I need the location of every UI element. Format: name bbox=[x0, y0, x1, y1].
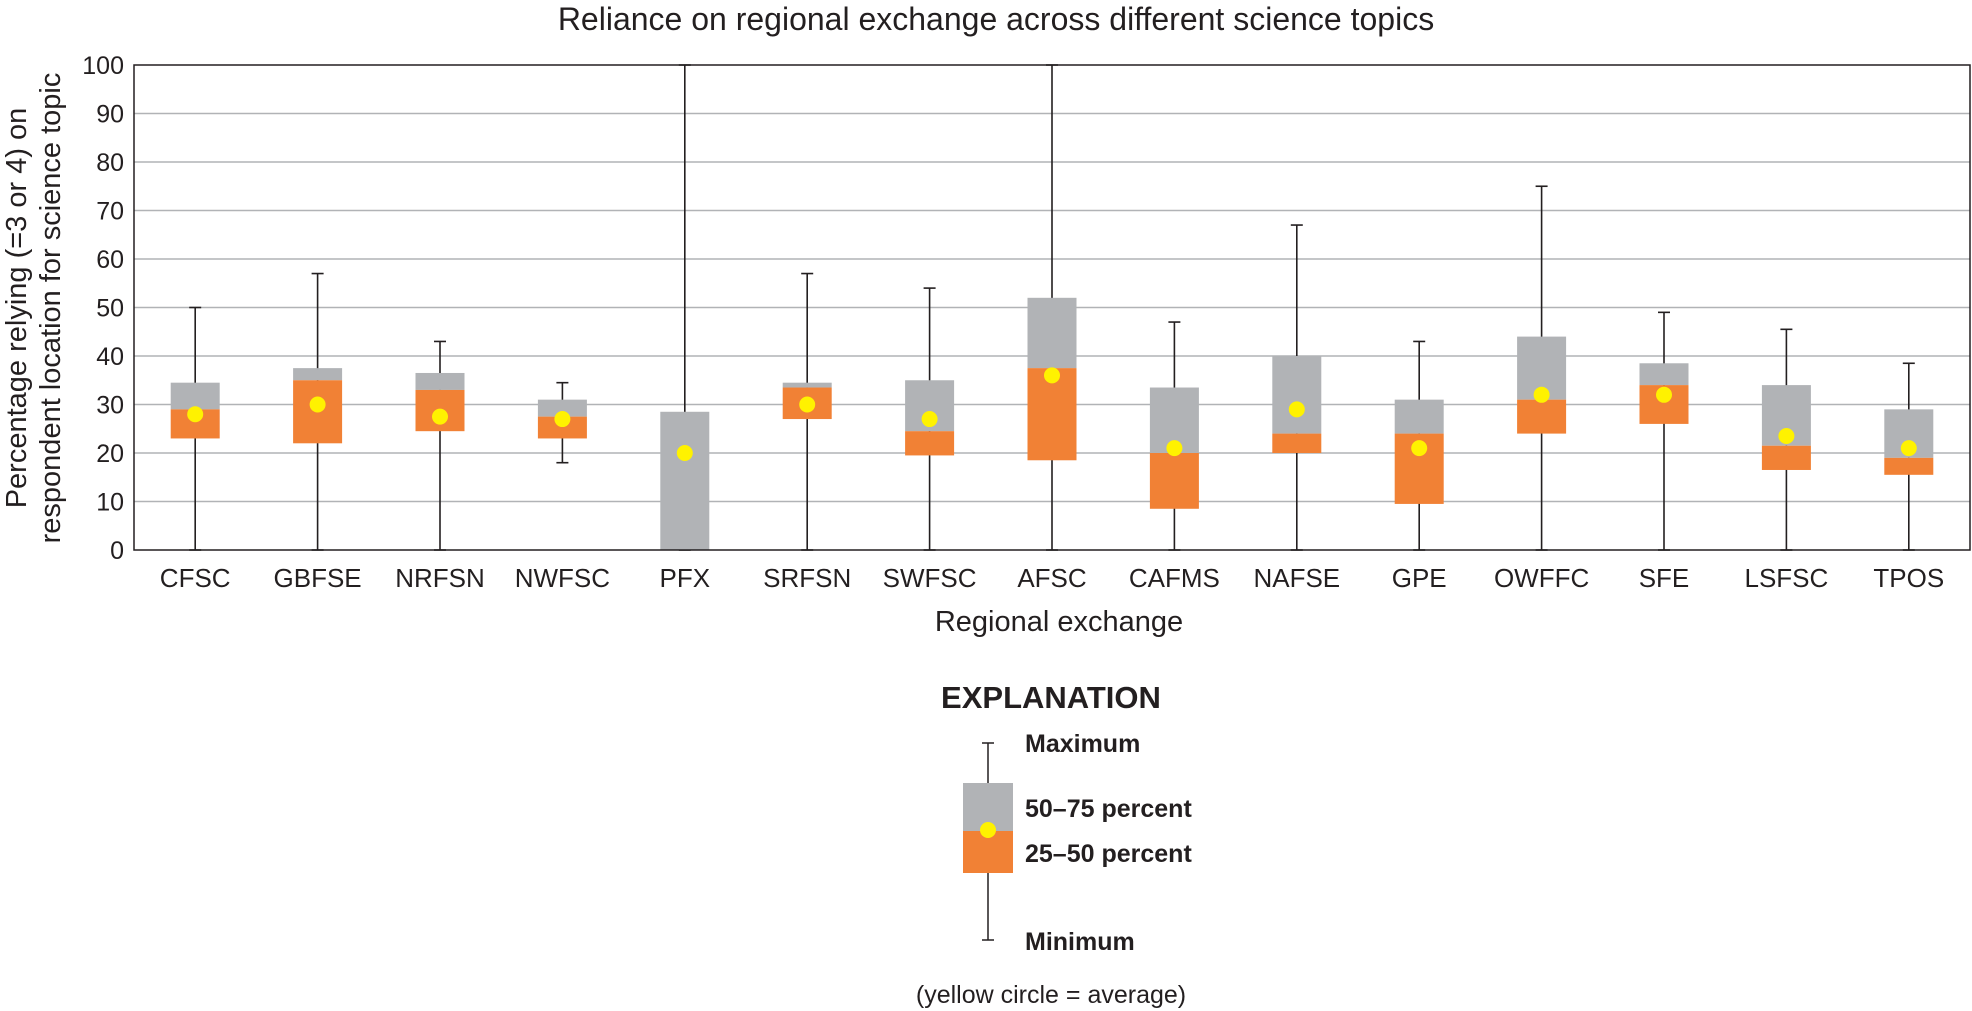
average-dot-nrfsn bbox=[432, 408, 448, 425]
box-lsfsc bbox=[1761, 328, 1811, 551]
box-nafse bbox=[1272, 224, 1322, 551]
legend-note: (yellow circle = average) bbox=[916, 981, 1186, 1009]
legend-lower-label: 25–50 percent bbox=[1025, 840, 1192, 868]
y-axis-label: Percentage relying (=3 or 4) on responde… bbox=[1, 73, 67, 544]
y-tick-label-0: 0 bbox=[110, 537, 124, 565]
y-tick-label-30: 30 bbox=[96, 392, 124, 420]
y-tick-label-80: 80 bbox=[96, 149, 124, 177]
average-dot-gpe bbox=[1411, 440, 1428, 457]
box-cfsc bbox=[170, 306, 220, 551]
y-tick-label-60: 60 bbox=[96, 246, 124, 274]
upper-box-nwfsc bbox=[537, 399, 587, 417]
lower-box-lsfsc bbox=[1761, 445, 1811, 470]
y-tick-label-40: 40 bbox=[96, 343, 124, 371]
box-sfe bbox=[1639, 311, 1689, 551]
lower-box-nwfsc bbox=[537, 416, 587, 439]
lower-box-nafse bbox=[1272, 433, 1322, 453]
lower-box-tpos bbox=[1884, 457, 1934, 475]
x-tick-label-afsc: AFSC bbox=[1017, 563, 1086, 593]
x-tick-label-tpos: TPOS bbox=[1873, 563, 1944, 593]
average-dot-tpos bbox=[1900, 440, 1917, 457]
box-gpe bbox=[1394, 340, 1444, 551]
x-tick-label-gbfse: GBFSE bbox=[274, 563, 362, 593]
x-tick-label-nwfsc: NWFSC bbox=[515, 563, 610, 593]
upper-box-nrfsn bbox=[415, 372, 465, 390]
y-tick-label-10: 10 bbox=[96, 489, 124, 517]
box-cafms bbox=[1149, 321, 1199, 551]
upper-box-cfsc bbox=[170, 382, 220, 410]
y-tick-label-90: 90 bbox=[96, 101, 124, 129]
y-tick-label-70: 70 bbox=[96, 198, 124, 226]
box-pfx bbox=[660, 64, 710, 551]
box-afsc bbox=[1027, 64, 1077, 551]
box-nrfsn bbox=[415, 340, 465, 551]
average-dot-afsc bbox=[1044, 367, 1060, 384]
x-axis-label: Regional exchange bbox=[935, 606, 1183, 638]
average-dot-cafms bbox=[1166, 440, 1183, 457]
average-dot-srfsn bbox=[799, 396, 816, 413]
y-tick-label-100: 100 bbox=[82, 52, 124, 80]
upper-box-nafse bbox=[1272, 356, 1322, 434]
upper-box-srfsn bbox=[782, 382, 832, 388]
legend-average-dot bbox=[980, 822, 996, 838]
x-tick-label-nrfsn: NRFSN bbox=[395, 563, 485, 593]
legend-heading: EXPLANATION bbox=[941, 680, 1161, 715]
boxes-layer bbox=[170, 64, 1934, 551]
upper-box-afsc bbox=[1027, 297, 1077, 369]
box-srfsn bbox=[782, 272, 832, 551]
average-dot-nwfsc bbox=[554, 411, 571, 428]
box-owffc bbox=[1517, 185, 1567, 551]
y-tick-label-20: 20 bbox=[96, 440, 124, 468]
lower-box-owffc bbox=[1517, 399, 1567, 434]
y-axis-label-line2: respondent location for science topic bbox=[35, 73, 67, 544]
x-tick-label-gpe: GPE bbox=[1392, 563, 1447, 593]
box-nwfsc bbox=[537, 381, 587, 464]
upper-box-pfx bbox=[660, 411, 710, 550]
legend-upper-label: 50–75 percent bbox=[1025, 795, 1192, 823]
average-dot-lsfsc bbox=[1778, 428, 1795, 445]
x-tick-label-cfsc: CFSC bbox=[160, 563, 231, 593]
average-dot-sfe bbox=[1656, 386, 1672, 403]
chart-title: Reliance on regional exchange across dif… bbox=[558, 1, 1434, 37]
x-tick-label-cafms: CAFMS bbox=[1129, 563, 1220, 593]
average-dot-pfx bbox=[676, 445, 693, 461]
box-tpos bbox=[1884, 362, 1934, 551]
x-tick-label-lsfsc: LSFSC bbox=[1744, 563, 1828, 593]
average-dot-owffc bbox=[1533, 386, 1550, 403]
lower-box-swfsc bbox=[905, 431, 955, 456]
average-dot-nafse bbox=[1288, 401, 1305, 418]
y-tick-label-50: 50 bbox=[96, 295, 124, 323]
x-tick-label-nafse: NAFSE bbox=[1253, 563, 1340, 593]
upper-box-gpe bbox=[1394, 399, 1444, 434]
legend: EXPLANATION Maximum 50–75 percent 25–50 … bbox=[916, 680, 1193, 1009]
legend-minimum-label: Minimum bbox=[1025, 928, 1135, 956]
lower-box-afsc bbox=[1027, 368, 1077, 461]
lower-box-cafms bbox=[1149, 453, 1199, 509]
average-dot-gbfse bbox=[309, 396, 326, 413]
x-tick-label-pfx: PFX bbox=[660, 563, 711, 593]
x-tick-label-srfsn: SRFSN bbox=[763, 563, 851, 593]
x-category-labels: CFSC GBFSE NRFSN NWFSC PFX SRFSN SWFSC AFSC CAFM… bbox=[160, 563, 1944, 593]
upper-box-gbfse bbox=[293, 368, 343, 381]
upper-box-sfe bbox=[1639, 363, 1689, 386]
box-gbfse bbox=[293, 272, 343, 551]
y-tick-labels: 0 10 20 30 40 50 60 70 80 90 100 bbox=[82, 52, 124, 565]
y-axis-label-line1: Percentage relying (=3 or 4) on bbox=[1, 108, 33, 509]
box-swfsc bbox=[905, 287, 955, 551]
x-tick-label-owffc: OWFFC bbox=[1494, 563, 1589, 593]
average-dot-cfsc bbox=[187, 406, 204, 423]
legend-maximum-label: Maximum bbox=[1025, 730, 1140, 758]
x-tick-label-sfe: SFE bbox=[1639, 563, 1690, 593]
average-dot-swfsc bbox=[921, 411, 938, 428]
x-tick-label-swfsc: SWFSC bbox=[883, 563, 977, 593]
plot-frame bbox=[133, 64, 1971, 551]
